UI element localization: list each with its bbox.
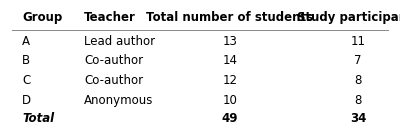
Text: Teacher: Teacher — [84, 11, 136, 24]
Text: A: A — [22, 35, 30, 48]
Text: 7: 7 — [354, 54, 362, 67]
Text: Co-author: Co-author — [84, 74, 143, 87]
Text: 13: 13 — [222, 35, 238, 48]
Text: 49: 49 — [222, 112, 238, 123]
Text: B: B — [22, 54, 30, 67]
Text: Total: Total — [22, 112, 54, 123]
Text: 14: 14 — [222, 54, 238, 67]
Text: 10: 10 — [222, 94, 238, 107]
Text: Group: Group — [22, 11, 62, 24]
Text: Total number of students: Total number of students — [146, 11, 314, 24]
Text: Co-author: Co-author — [84, 54, 143, 67]
Text: 8: 8 — [354, 94, 362, 107]
Text: 12: 12 — [222, 74, 238, 87]
Text: Study participants: Study participants — [297, 11, 400, 24]
Text: D: D — [22, 94, 31, 107]
Text: Lead author: Lead author — [84, 35, 155, 48]
Text: 11: 11 — [350, 35, 366, 48]
Text: Anonymous: Anonymous — [84, 94, 153, 107]
Text: 34: 34 — [350, 112, 366, 123]
Text: C: C — [22, 74, 30, 87]
Text: 8: 8 — [354, 74, 362, 87]
